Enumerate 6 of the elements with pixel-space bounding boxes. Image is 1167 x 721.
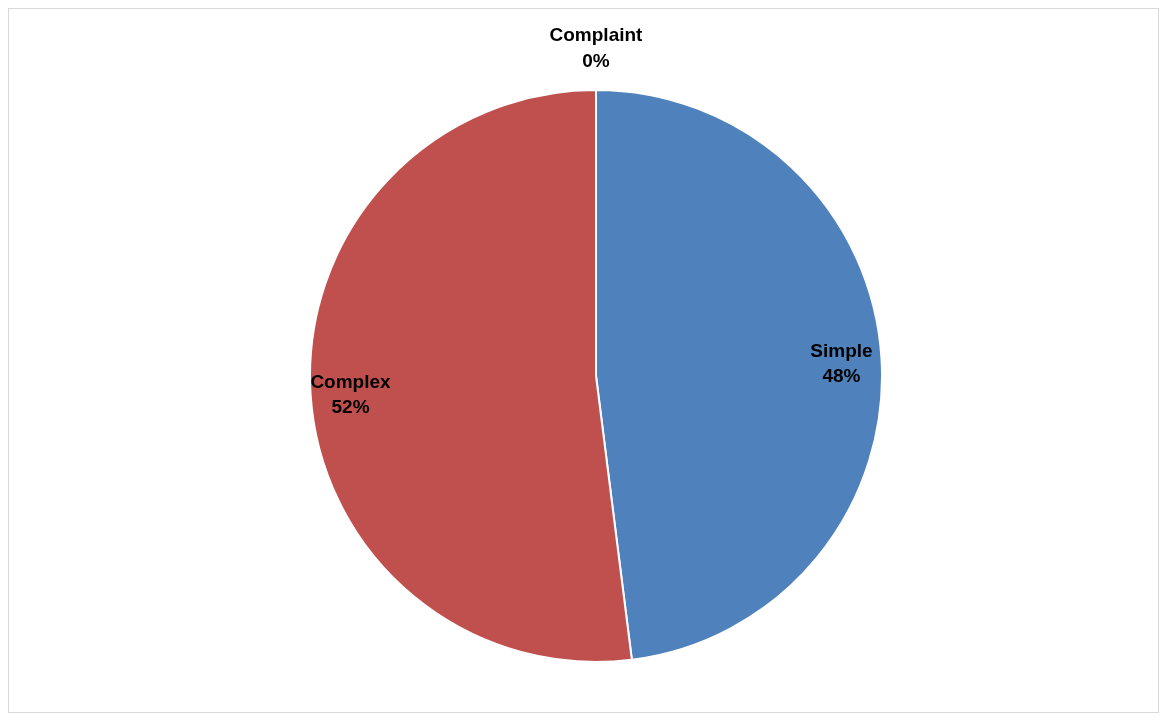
data-label: 52% xyxy=(331,396,370,418)
slice-label: Complex xyxy=(310,370,392,392)
category-label: Complaint xyxy=(549,24,643,46)
text: 0% xyxy=(582,49,610,71)
data-label: 48% xyxy=(822,365,861,387)
slice-label: Simple xyxy=(810,339,873,361)
